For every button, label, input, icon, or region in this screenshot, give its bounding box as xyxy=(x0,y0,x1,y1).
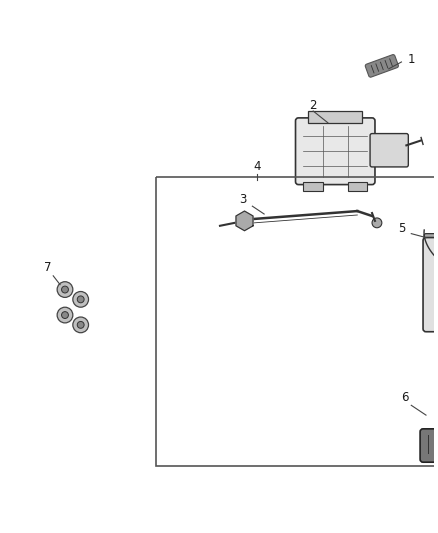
FancyBboxPatch shape xyxy=(423,238,438,332)
Circle shape xyxy=(62,286,68,293)
Bar xyxy=(156,177,438,466)
Circle shape xyxy=(436,280,438,289)
Circle shape xyxy=(436,255,438,265)
Circle shape xyxy=(372,218,382,228)
Text: 7: 7 xyxy=(43,262,51,274)
Circle shape xyxy=(57,307,73,323)
Circle shape xyxy=(77,321,84,328)
Circle shape xyxy=(436,302,438,312)
Text: 5: 5 xyxy=(398,222,405,235)
Text: 3: 3 xyxy=(239,193,246,206)
FancyBboxPatch shape xyxy=(420,429,438,462)
Bar xyxy=(304,182,323,191)
Circle shape xyxy=(73,317,88,333)
Text: 2: 2 xyxy=(309,99,317,111)
Circle shape xyxy=(57,282,73,297)
FancyBboxPatch shape xyxy=(365,54,399,77)
Text: 1: 1 xyxy=(407,53,415,66)
Bar xyxy=(347,182,367,191)
FancyBboxPatch shape xyxy=(296,118,375,184)
FancyBboxPatch shape xyxy=(370,134,408,167)
Polygon shape xyxy=(236,211,253,231)
Circle shape xyxy=(73,292,88,307)
Text: 6: 6 xyxy=(401,391,408,404)
Text: 4: 4 xyxy=(254,160,261,173)
Circle shape xyxy=(62,312,68,319)
Circle shape xyxy=(77,296,84,303)
Bar xyxy=(308,111,362,123)
FancyBboxPatch shape xyxy=(424,233,438,255)
